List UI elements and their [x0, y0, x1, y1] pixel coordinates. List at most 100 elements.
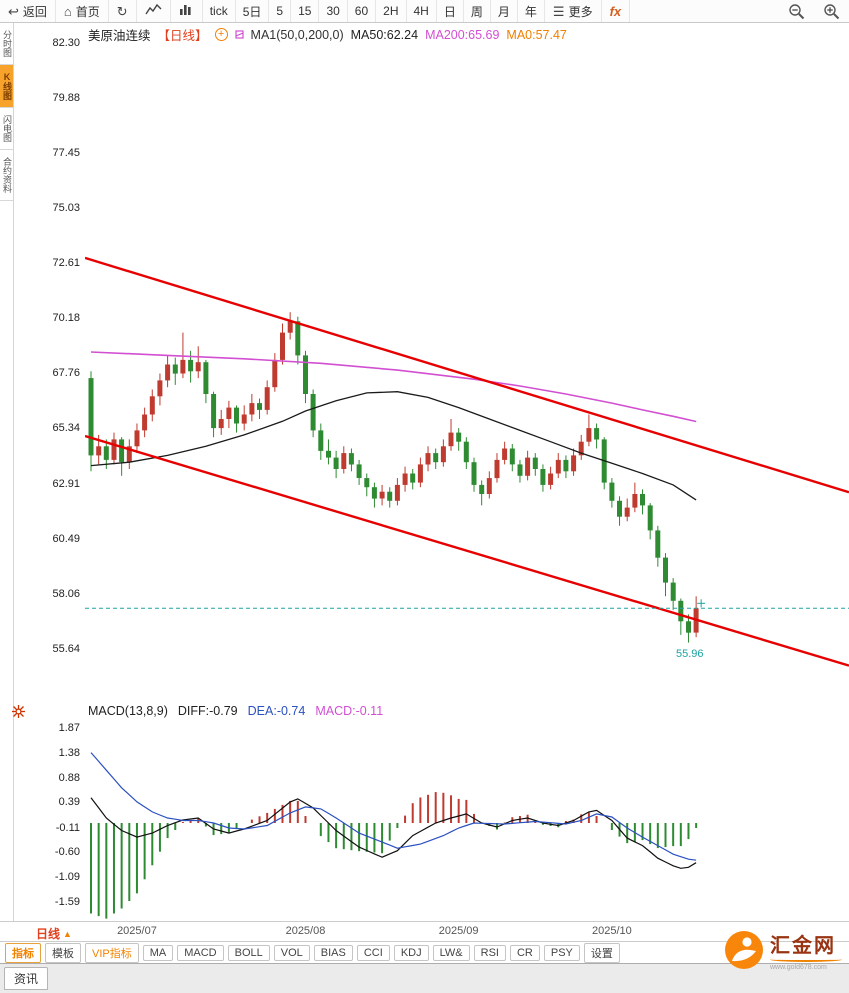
y-axis-label: 55.64 [52, 642, 80, 655]
macd-histogram [90, 792, 698, 919]
macd-y-axis-label: -0.11 [55, 821, 80, 834]
macd-header: MACD(13,8,9) DIFF:-0.79 DEA:-0.74 MACD:-… [88, 704, 383, 718]
symbol-name: 美原油连续 [88, 29, 151, 43]
x-axis-row: 日线 ▲ 2025/07 2025/08 2025/09 2025/10 [0, 921, 849, 942]
sidebar-item-lightning-chart[interactable]: 闪电图 [0, 108, 13, 150]
indicator-tab[interactable]: MA [142, 944, 174, 961]
indicator-tab[interactable]: VIP指标 [85, 942, 139, 963]
more-label: 更多 [568, 4, 593, 19]
site-logo: 汇金网 www.gold678.com [724, 930, 842, 975]
x-axis-label: 2025/08 [285, 925, 326, 937]
indicator-tab[interactable]: VOL [273, 944, 310, 961]
bottom-bar: 资讯 [0, 963, 849, 993]
macd-y-axis-label: -1.09 [54, 870, 80, 883]
x-axis-label: 2025/10 [591, 925, 632, 937]
macd-y-axis-label: -0.60 [54, 846, 80, 859]
home-icon: ⌂ [63, 3, 72, 19]
indicator-tab[interactable]: PSY [543, 944, 580, 961]
period-button[interactable]: 5日 [236, 0, 270, 22]
volume-chart-button[interactable] [171, 0, 203, 22]
latest-price-marker [697, 599, 706, 608]
period-button[interactable]: 5 [269, 0, 292, 22]
macd-y-axis-label: -1.59 [54, 895, 80, 908]
kline-header: 美原油连续 【日线】 + MA1(50,0,200,0) MA50:62.24 … [88, 25, 567, 44]
macd-formula: MACD(13,8,9) [88, 704, 168, 718]
y-axis-label: 75.03 [52, 202, 80, 215]
refresh-button[interactable]: ↻ [109, 0, 137, 22]
logo-text: 汇金网 [770, 934, 836, 957]
macd-y-axis-label: 0.39 [58, 796, 80, 809]
ma200-line [90, 351, 697, 423]
chevron-up-icon: ▲ [63, 928, 72, 939]
ma-indicator-icon [234, 28, 244, 42]
period-button[interactable]: 周 [464, 0, 491, 22]
back-button[interactable]: ↩ 返回 [0, 0, 56, 22]
sidebar-item-contract-info[interactable]: 合约资料 [0, 150, 13, 201]
period-button[interactable]: tick [203, 0, 236, 22]
indicator-tabs-row: 指标 模板 VIP指标 MA MACD BOLL VOL BIAS CCI KDJ LW& RSI CR… [0, 942, 849, 963]
main-chart[interactable]: 55.96 [85, 22, 849, 710]
period-button[interactable]: 15 [291, 0, 320, 22]
period-button[interactable]: 2H [376, 0, 407, 22]
left-sidebar: 分时图 K线图 闪电图 合约资料 [0, 23, 14, 921]
period-button[interactable]: 60 [348, 0, 377, 22]
fx-icon: fx [609, 3, 622, 19]
period-button[interactable]: 年 [518, 0, 545, 22]
news-tab[interactable]: 资讯 [4, 967, 49, 990]
y-axis-label: 70.18 [52, 312, 80, 325]
line-chart-button[interactable] [137, 0, 171, 22]
back-label: 返回 [22, 4, 47, 19]
indicator-tab[interactable]: 模板 [45, 942, 81, 963]
macd-value: MACD:-0.11 [315, 704, 384, 718]
top-toolbar: ↩ 返回 ⌂ 首页 ↻ tick 5日 5 15 30 60 2H 4H 日周月年 ☰ 更多 f… [0, 0, 849, 23]
low-price-label: 55.96 [676, 648, 704, 660]
logo-swoosh [770, 957, 842, 962]
period-selector[interactable]: 日线 ▲ [36, 925, 72, 942]
period-button[interactable]: 日 [437, 0, 464, 22]
period-button[interactable]: 月 [491, 0, 518, 22]
period-buttons-group: tick 5日 5 15 30 60 2H 4H 日周月年 [203, 0, 545, 22]
indicator-tab[interactable]: BOLL [227, 944, 270, 961]
zoom-out-button[interactable] [779, 3, 814, 20]
formula-button[interactable]: fx [602, 0, 631, 22]
add-indicator-button[interactable]: + [214, 28, 228, 41]
zoom-in-icon [824, 3, 840, 19]
logo-url: www.gold678.com [770, 963, 827, 971]
indicator-tab[interactable]: CCI [356, 944, 390, 961]
home-label: 首页 [75, 4, 100, 19]
period-button[interactable]: 4H [407, 0, 437, 22]
more-button[interactable]: ☰ 更多 [545, 0, 602, 22]
zoom-in-button[interactable] [814, 3, 849, 20]
indicator-tab[interactable]: LW& [432, 944, 470, 961]
indicator-tab[interactable]: RSI [473, 944, 506, 961]
indicator-tab[interactable]: KDJ [393, 944, 429, 961]
indicator-tab[interactable]: CR [509, 944, 540, 961]
ma200-value: MA200:65.69 [425, 27, 500, 42]
y-axis-label: 58.06 [52, 587, 80, 600]
macd-chart[interactable] [85, 708, 849, 920]
indicator-settings-icon[interactable] [11, 704, 26, 724]
period-selector-label: 日线 [36, 927, 61, 941]
home-button[interactable]: ⌂ 首页 [56, 0, 109, 22]
ma50-line [90, 391, 697, 501]
indicator-tab[interactable]: 设置 [583, 942, 620, 963]
indicator-tab[interactable]: MACD [177, 944, 224, 961]
refresh-icon: ↻ [116, 3, 128, 19]
y-axis-label: 72.61 [52, 257, 80, 270]
line-chart-icon [145, 3, 162, 19]
indicator-tab[interactable]: BIAS [313, 944, 353, 961]
indicator-tab[interactable]: 指标 [5, 942, 41, 963]
macd-y-axis-label: 1.38 [58, 746, 80, 759]
diff-line [90, 797, 697, 869]
ma-formula: MA1(50,0,200,0) [250, 27, 344, 42]
logo-icon [724, 930, 764, 975]
dea-value: DEA:-0.74 [247, 704, 306, 718]
macd-y-axis-label: 1.87 [58, 721, 80, 734]
period-button[interactable]: 30 [319, 0, 348, 22]
sidebar-item-time-chart[interactable]: 分时图 [0, 23, 13, 65]
y-axis-label: 60.49 [52, 532, 80, 545]
sidebar-item-kline-chart[interactable]: K线图 [0, 65, 13, 108]
y-axis-label: 79.88 [52, 91, 80, 104]
x-axis-label: 2025/07 [117, 925, 157, 937]
